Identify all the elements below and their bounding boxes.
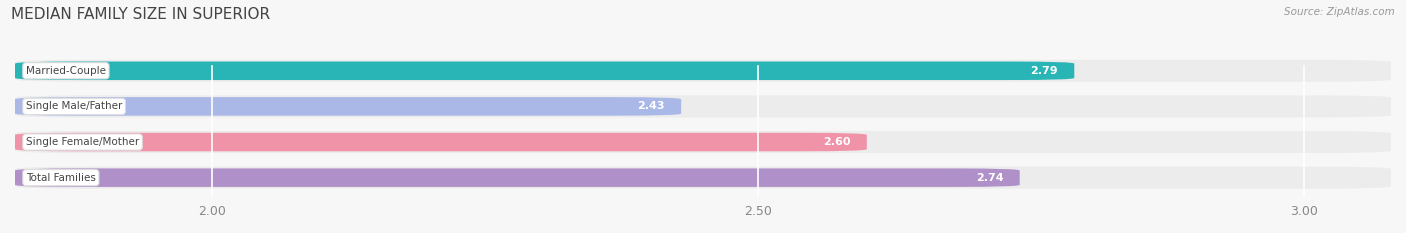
Text: 2.79: 2.79	[1031, 66, 1057, 76]
Text: Single Male/Father: Single Male/Father	[25, 101, 122, 111]
Text: 2.43: 2.43	[637, 101, 665, 111]
FancyBboxPatch shape	[15, 60, 1391, 82]
FancyBboxPatch shape	[15, 97, 681, 116]
FancyBboxPatch shape	[15, 167, 1391, 189]
FancyBboxPatch shape	[15, 133, 868, 151]
Text: Single Female/Mother: Single Female/Mother	[25, 137, 139, 147]
Text: 2.74: 2.74	[976, 173, 1004, 183]
FancyBboxPatch shape	[15, 62, 1074, 80]
Text: 2.60: 2.60	[823, 137, 851, 147]
Text: Source: ZipAtlas.com: Source: ZipAtlas.com	[1284, 7, 1395, 17]
Text: MEDIAN FAMILY SIZE IN SUPERIOR: MEDIAN FAMILY SIZE IN SUPERIOR	[11, 7, 270, 22]
FancyBboxPatch shape	[15, 95, 1391, 117]
Text: Total Families: Total Families	[25, 173, 96, 183]
FancyBboxPatch shape	[15, 168, 1019, 187]
Text: Married-Couple: Married-Couple	[25, 66, 105, 76]
FancyBboxPatch shape	[15, 131, 1391, 153]
